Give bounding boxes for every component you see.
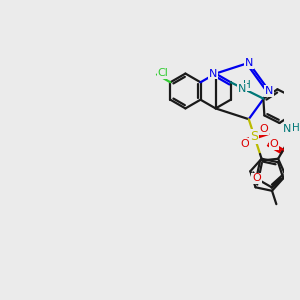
Text: O: O — [241, 139, 250, 149]
Text: O: O — [252, 173, 261, 184]
Text: N: N — [283, 124, 292, 134]
Text: O: O — [270, 139, 278, 149]
Text: H: H — [292, 123, 300, 133]
Text: O: O — [259, 124, 268, 134]
Text: H: H — [243, 80, 251, 90]
Text: N: N — [265, 86, 273, 96]
Text: N: N — [238, 84, 246, 94]
Text: N: N — [244, 58, 253, 68]
Text: Cl: Cl — [158, 68, 169, 78]
Text: N: N — [209, 69, 218, 79]
Text: S: S — [250, 130, 258, 143]
